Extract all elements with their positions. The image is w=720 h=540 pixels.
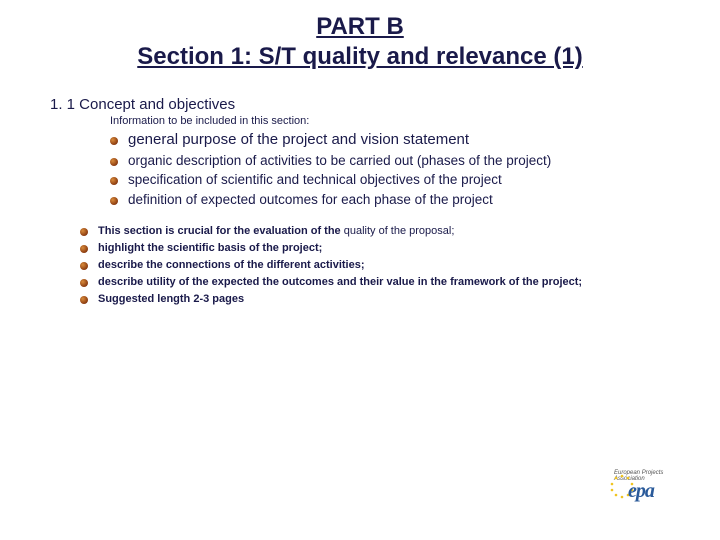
- bullet-text: definition of expected outcomes for each…: [128, 191, 493, 209]
- logo-text: epa: [628, 480, 654, 503]
- bullet-icon: [80, 296, 88, 304]
- epa-logo: European Projects Association epa: [606, 468, 678, 516]
- bullet-icon: [110, 177, 118, 185]
- list-item: highlight the scientific basis of the pr…: [80, 241, 680, 256]
- bullet-icon: [80, 245, 88, 253]
- bullet-text: general purpose of the project and visio…: [128, 131, 469, 150]
- main-bullet-list: general purpose of the project and visio…: [0, 131, 720, 208]
- notes-list: This section is crucial for the evaluati…: [0, 210, 720, 306]
- list-item: specification of scientific and technica…: [110, 171, 670, 189]
- note-text: describe utility of the expected the out…: [98, 275, 582, 290]
- bullet-icon: [110, 137, 118, 145]
- list-item: definition of expected outcomes for each…: [110, 191, 670, 209]
- bullet-text: organic description of activities to be …: [128, 152, 551, 170]
- list-item: Suggested length 2-3 pages: [80, 292, 680, 307]
- title-block: PART B Section 1: S/T quality and releva…: [0, 0, 720, 78]
- list-item: organic description of activities to be …: [110, 152, 670, 170]
- note-text: describe the connections of the differen…: [98, 258, 365, 273]
- section-heading: 1. 1 Concept and objectives: [0, 78, 720, 115]
- note-text: highlight the scientific basis of the pr…: [98, 241, 322, 256]
- title-line-2: Section 1: S/T quality and relevance (1): [60, 42, 660, 72]
- bullet-icon: [80, 228, 88, 236]
- list-item: describe utility of the expected the out…: [80, 275, 680, 290]
- bullet-icon: [80, 279, 88, 287]
- note-text: This section is crucial for the evaluati…: [98, 224, 454, 239]
- list-item: This section is crucial for the evaluati…: [80, 224, 680, 239]
- bullet-icon: [110, 197, 118, 205]
- note-text: Suggested length 2-3 pages: [98, 292, 244, 307]
- list-item: describe the connections of the differen…: [80, 258, 680, 273]
- info-line: Information to be included in this secti…: [0, 115, 720, 131]
- bullet-icon: [110, 158, 118, 166]
- bullet-icon: [80, 262, 88, 270]
- list-item: general purpose of the project and visio…: [110, 131, 670, 150]
- bullet-text: specification of scientific and technica…: [128, 171, 502, 189]
- title-line-1: PART B: [60, 12, 660, 42]
